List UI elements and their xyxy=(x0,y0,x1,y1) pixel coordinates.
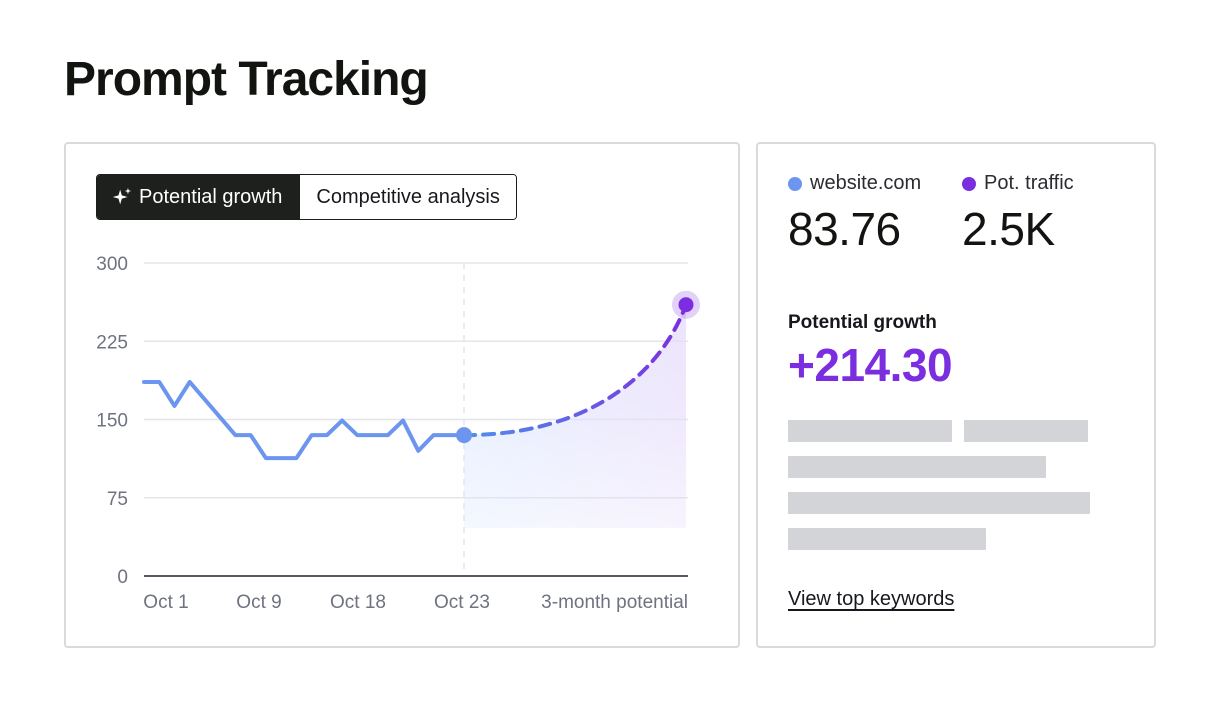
view-top-keywords-link[interactable]: View top keywords xyxy=(788,588,955,610)
potential-end-point xyxy=(678,297,694,313)
x-tick-label: Oct 9 xyxy=(236,592,281,613)
growth-value: +214.30 xyxy=(788,339,953,391)
view-toggle: Potential growth Competitive analysis xyxy=(96,174,517,220)
website-label: website.com xyxy=(810,172,922,194)
x-tick-label: Oct 1 xyxy=(143,592,188,613)
placeholder-bar xyxy=(788,456,1046,478)
growth-line-chart: 0 75 150 225 300 Oct 1 Oct 9 Oct 18 Oct 23 3-mont… xyxy=(96,254,700,613)
traffic-label: Pot. traffic xyxy=(984,172,1074,194)
x-tick-label: 3-month potential xyxy=(541,592,688,613)
potential-growth-label: Potential growth xyxy=(139,185,283,208)
potential-line xyxy=(462,302,688,438)
chart-card: Potential growth Competitive analysis xyxy=(64,142,740,648)
website-legend: website.com xyxy=(788,172,921,195)
traffic-value: 2.5K xyxy=(962,203,1055,255)
traffic-dot-icon xyxy=(962,176,976,191)
growth-label: Potential growth xyxy=(788,312,937,333)
website-dot-icon xyxy=(788,176,802,191)
sparkle-icon xyxy=(112,187,132,205)
x-tick-label: Oct 23 xyxy=(434,592,490,613)
website-score: 83.76 xyxy=(788,203,901,255)
placeholder-bar xyxy=(788,420,952,442)
stats-card: website.com Pot. traffic 83.76 2.5K Pote… xyxy=(756,142,1156,648)
placeholder-bar xyxy=(788,528,986,550)
y-tick-label: 150 xyxy=(96,411,128,432)
history-line xyxy=(142,379,466,461)
y-tick-label: 75 xyxy=(107,489,128,510)
today-point xyxy=(456,427,472,444)
competitive-analysis-label: Competitive analysis xyxy=(316,185,500,208)
placeholder-bar xyxy=(964,420,1088,442)
page-title: Prompt Tracking xyxy=(64,53,429,106)
placeholder-bar xyxy=(788,492,1090,514)
x-tick-label: Oct 18 xyxy=(330,592,386,613)
y-tick-label: 0 xyxy=(117,567,128,588)
y-tick-label: 225 xyxy=(96,332,128,353)
y-tick-label: 300 xyxy=(96,254,128,275)
potential-growth-tab[interactable]: Potential growth xyxy=(97,175,300,219)
competitive-analysis-tab[interactable]: Competitive analysis xyxy=(299,175,516,219)
traffic-legend: Pot. traffic xyxy=(962,172,1074,195)
